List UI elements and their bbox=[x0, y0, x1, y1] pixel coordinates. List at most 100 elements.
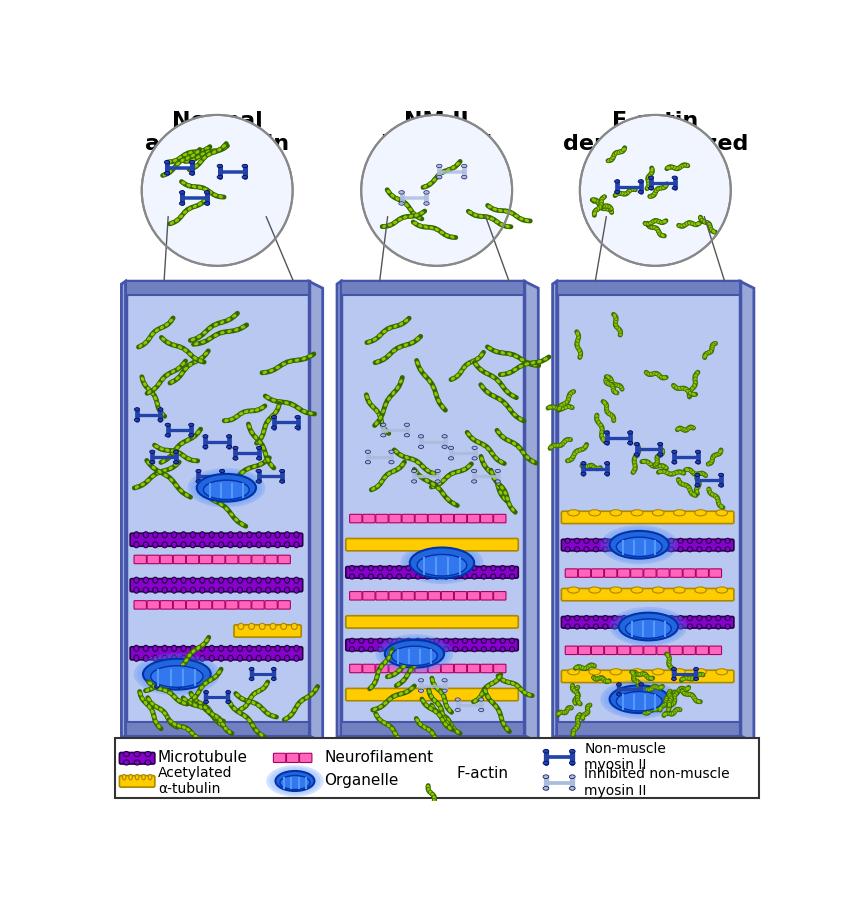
Ellipse shape bbox=[716, 616, 721, 621]
Ellipse shape bbox=[480, 456, 484, 462]
Ellipse shape bbox=[500, 485, 504, 490]
Ellipse shape bbox=[716, 624, 721, 629]
FancyBboxPatch shape bbox=[119, 752, 155, 764]
FancyBboxPatch shape bbox=[265, 555, 277, 563]
Ellipse shape bbox=[160, 377, 165, 382]
Ellipse shape bbox=[591, 198, 596, 202]
Ellipse shape bbox=[489, 217, 495, 220]
Ellipse shape bbox=[590, 663, 596, 668]
FancyBboxPatch shape bbox=[278, 600, 291, 609]
Ellipse shape bbox=[557, 444, 562, 447]
Ellipse shape bbox=[672, 690, 677, 694]
Ellipse shape bbox=[157, 382, 161, 386]
Ellipse shape bbox=[605, 381, 609, 385]
Ellipse shape bbox=[616, 537, 662, 556]
Ellipse shape bbox=[612, 546, 618, 552]
Ellipse shape bbox=[165, 716, 170, 720]
Ellipse shape bbox=[181, 655, 186, 661]
Ellipse shape bbox=[417, 224, 423, 228]
Ellipse shape bbox=[153, 542, 158, 548]
Ellipse shape bbox=[565, 546, 570, 552]
Ellipse shape bbox=[577, 347, 581, 353]
Ellipse shape bbox=[602, 624, 607, 629]
Ellipse shape bbox=[147, 337, 152, 341]
Ellipse shape bbox=[228, 655, 233, 661]
Ellipse shape bbox=[176, 698, 181, 703]
Ellipse shape bbox=[245, 698, 250, 703]
Ellipse shape bbox=[134, 653, 220, 696]
Ellipse shape bbox=[376, 483, 380, 488]
FancyBboxPatch shape bbox=[556, 281, 740, 735]
Ellipse shape bbox=[593, 199, 598, 203]
Ellipse shape bbox=[466, 362, 470, 366]
Ellipse shape bbox=[179, 202, 185, 205]
Ellipse shape bbox=[574, 546, 579, 552]
Ellipse shape bbox=[403, 215, 408, 220]
Ellipse shape bbox=[427, 652, 431, 656]
FancyBboxPatch shape bbox=[670, 569, 682, 577]
Ellipse shape bbox=[719, 504, 723, 508]
Ellipse shape bbox=[269, 767, 320, 795]
Ellipse shape bbox=[406, 638, 412, 644]
Ellipse shape bbox=[643, 711, 648, 715]
Ellipse shape bbox=[494, 455, 498, 460]
Ellipse shape bbox=[596, 207, 600, 211]
Ellipse shape bbox=[644, 460, 650, 464]
Ellipse shape bbox=[377, 574, 383, 579]
Ellipse shape bbox=[671, 678, 676, 680]
Ellipse shape bbox=[503, 401, 508, 406]
Ellipse shape bbox=[588, 663, 594, 667]
Ellipse shape bbox=[601, 680, 678, 719]
FancyBboxPatch shape bbox=[441, 591, 453, 600]
Ellipse shape bbox=[198, 202, 203, 206]
Ellipse shape bbox=[203, 435, 208, 438]
Ellipse shape bbox=[581, 713, 585, 718]
Ellipse shape bbox=[415, 638, 421, 644]
Ellipse shape bbox=[651, 193, 656, 197]
FancyBboxPatch shape bbox=[125, 281, 308, 295]
Ellipse shape bbox=[584, 444, 588, 448]
Ellipse shape bbox=[208, 678, 213, 682]
Ellipse shape bbox=[587, 464, 592, 468]
Text: Inhibited non-muscle
myosin II: Inhibited non-muscle myosin II bbox=[584, 768, 730, 797]
Ellipse shape bbox=[667, 702, 671, 707]
Ellipse shape bbox=[412, 212, 417, 216]
Ellipse shape bbox=[621, 147, 626, 151]
Ellipse shape bbox=[409, 686, 414, 690]
Ellipse shape bbox=[209, 577, 215, 583]
Ellipse shape bbox=[265, 711, 270, 716]
Ellipse shape bbox=[699, 672, 705, 677]
Ellipse shape bbox=[199, 148, 204, 153]
Polygon shape bbox=[308, 281, 323, 742]
Ellipse shape bbox=[697, 616, 702, 621]
Ellipse shape bbox=[702, 220, 707, 224]
Ellipse shape bbox=[492, 475, 497, 481]
Ellipse shape bbox=[490, 451, 495, 455]
Ellipse shape bbox=[605, 408, 609, 413]
Ellipse shape bbox=[648, 194, 653, 198]
Ellipse shape bbox=[365, 394, 369, 400]
Ellipse shape bbox=[440, 491, 446, 496]
Ellipse shape bbox=[379, 418, 383, 423]
Ellipse shape bbox=[711, 492, 715, 497]
Ellipse shape bbox=[349, 647, 354, 652]
Ellipse shape bbox=[656, 186, 661, 191]
Ellipse shape bbox=[444, 638, 449, 644]
Ellipse shape bbox=[658, 706, 662, 711]
Ellipse shape bbox=[442, 679, 447, 682]
Ellipse shape bbox=[275, 365, 280, 370]
Ellipse shape bbox=[161, 337, 166, 341]
Ellipse shape bbox=[207, 326, 212, 330]
Ellipse shape bbox=[502, 495, 506, 500]
Ellipse shape bbox=[175, 670, 180, 675]
Ellipse shape bbox=[574, 688, 579, 693]
Ellipse shape bbox=[603, 680, 608, 683]
Ellipse shape bbox=[716, 499, 721, 504]
Ellipse shape bbox=[521, 450, 526, 454]
Ellipse shape bbox=[147, 386, 151, 391]
Ellipse shape bbox=[180, 441, 185, 446]
Ellipse shape bbox=[271, 416, 277, 418]
Ellipse shape bbox=[405, 673, 410, 678]
Ellipse shape bbox=[455, 698, 460, 701]
FancyBboxPatch shape bbox=[134, 600, 147, 609]
